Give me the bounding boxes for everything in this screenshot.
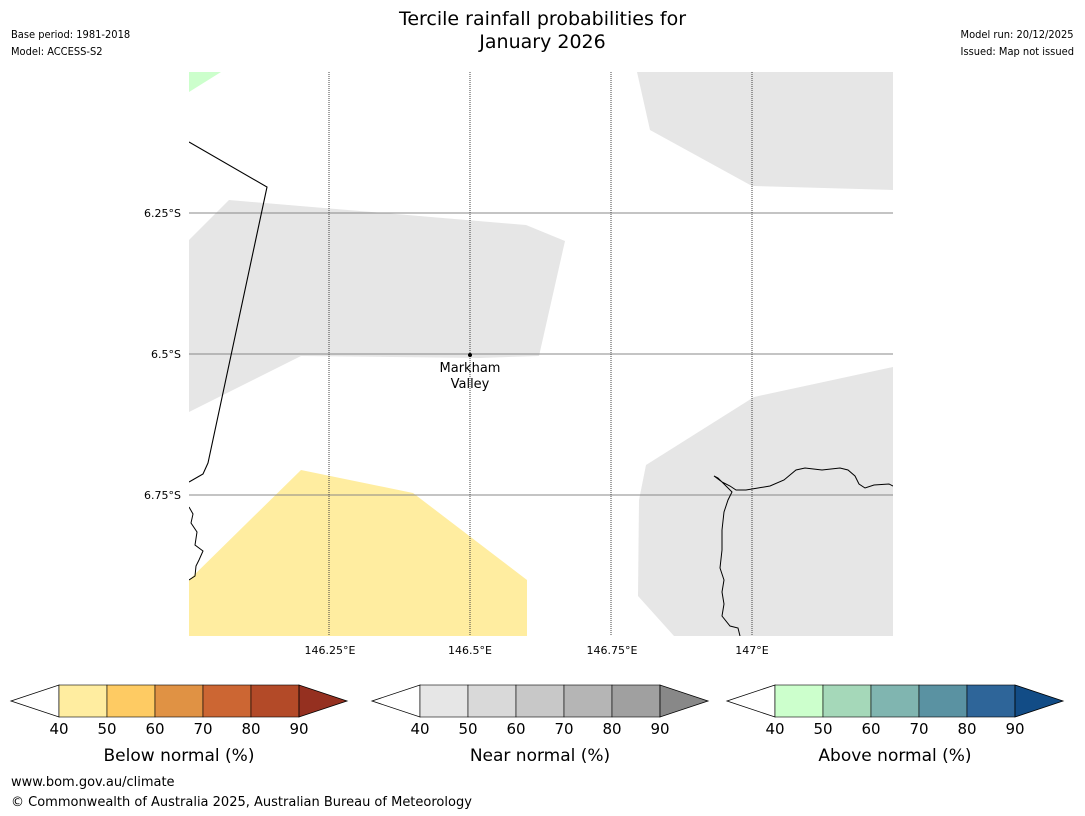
colorbar-caption: Near normal (%) bbox=[470, 746, 610, 766]
colorbar-tick-label: 40 bbox=[410, 720, 429, 738]
colorbar-tick-label: 50 bbox=[97, 720, 116, 738]
colorbar-segment bbox=[154, 684, 204, 718]
lat-label-6-5: 6.5°S bbox=[151, 348, 181, 361]
colorbar-near: 40 50 60 70 80 90 Near normal (%) bbox=[370, 684, 710, 766]
colorbar-segment bbox=[202, 684, 252, 718]
colorbar-low-arrow bbox=[370, 684, 421, 718]
colorbar-segment bbox=[870, 684, 920, 718]
colorbar-segment bbox=[822, 684, 872, 718]
colorbar-segment bbox=[419, 684, 469, 718]
lat-label-6-75: 6.75°S bbox=[144, 489, 181, 502]
colorbar-tick-label: 70 bbox=[554, 720, 573, 738]
issued-text: Issued: Map not issued bbox=[960, 45, 1074, 58]
colorbar-above: 40 50 60 70 80 90 Above normal (%) bbox=[725, 684, 1065, 766]
location-label-line2: Valley bbox=[451, 377, 490, 392]
colorbar-tick-label: 40 bbox=[49, 720, 68, 738]
colorbar-legends: 40 50 60 70 80 90 Below normal (%) 40 50 60 70 80 90… bbox=[9, 684, 1065, 766]
colorbar-segment bbox=[966, 684, 1016, 718]
coastline-southeast bbox=[713, 467, 893, 636]
colorbar-tick-label: 40 bbox=[765, 720, 784, 738]
base-period-text: Base period: 1981-2018 bbox=[11, 28, 131, 41]
colorbar-segment bbox=[774, 684, 824, 718]
colorbar-tick-label: 50 bbox=[813, 720, 832, 738]
colorbar-tick-label: 60 bbox=[145, 720, 164, 738]
above-normal-region bbox=[189, 72, 221, 92]
colorbar-caption: Below normal (%) bbox=[104, 746, 255, 766]
colorbar-below: 40 50 60 70 80 90 Below normal (%) bbox=[9, 684, 349, 766]
colorbar-low-arrow bbox=[9, 684, 60, 718]
map-title: Tercile rainfall probabilities for Janua… bbox=[0, 8, 1085, 54]
colorbar-segment bbox=[563, 684, 613, 718]
lon-label-146-5: 146.5°E bbox=[448, 644, 492, 657]
colorbar-tick-label: 70 bbox=[909, 720, 928, 738]
colorbar-high-arrow bbox=[659, 684, 710, 718]
colorbar-tick-label: 90 bbox=[650, 720, 669, 738]
colorbar-segment bbox=[106, 684, 156, 718]
colorbar-tick-label: 60 bbox=[861, 720, 880, 738]
footer-copyright: © Commonwealth of Australia 2025, Austra… bbox=[11, 795, 472, 810]
map-area bbox=[189, 72, 893, 636]
near-normal-region-southeast bbox=[638, 367, 893, 636]
near-normal-region-northeast bbox=[637, 72, 893, 190]
colorbar-segment bbox=[611, 684, 661, 718]
colorbar-tick-label: 60 bbox=[506, 720, 525, 738]
latitude-gridlines bbox=[189, 212, 893, 496]
colorbar-tick-label: 90 bbox=[289, 720, 308, 738]
colorbar-high-arrow bbox=[298, 684, 349, 718]
province-boundary-line bbox=[189, 141, 268, 483]
colorbar-tick-label: 80 bbox=[602, 720, 621, 738]
header-right: Model run: 20/12/2025 Issued: Map not is… bbox=[961, 26, 1074, 60]
markham-valley-marker bbox=[468, 353, 472, 357]
colorbar-segment bbox=[58, 684, 108, 718]
colorbar-segment bbox=[467, 684, 517, 718]
colorbar-tick-label: 80 bbox=[241, 720, 260, 738]
colorbar-segment bbox=[918, 684, 968, 718]
below-normal-region bbox=[189, 470, 527, 636]
header-left: Base period: 1981-2018 Model: ACCESS-S2 bbox=[11, 26, 130, 60]
colorbar-caption: Above normal (%) bbox=[818, 746, 971, 766]
map-title-line2: January 2026 bbox=[479, 31, 606, 53]
near-normal-region-west bbox=[189, 200, 565, 412]
lat-label-6-25: 6.25°S bbox=[144, 207, 181, 220]
colorbar-segment bbox=[250, 684, 300, 718]
colorbar-tick-label: 90 bbox=[1005, 720, 1024, 738]
model-run-text: Model run: 20/12/2025 bbox=[960, 28, 1074, 41]
location-label-line1: Markham bbox=[440, 361, 501, 376]
map-title-line1: Tercile rainfall probabilities for bbox=[398, 8, 687, 30]
lon-label-146-75: 146.75°E bbox=[587, 644, 638, 657]
lon-label-147: 147°E bbox=[735, 644, 768, 657]
coastline-west bbox=[189, 506, 204, 581]
colorbar-tick-label: 80 bbox=[957, 720, 976, 738]
colorbar-low-arrow bbox=[725, 684, 776, 718]
lon-label-146-25: 146.25°E bbox=[305, 644, 356, 657]
model-text: Model: ACCESS-S2 bbox=[11, 45, 103, 58]
colorbar-tick-label: 50 bbox=[458, 720, 477, 738]
footer-url: www.bom.gov.au/climate bbox=[11, 775, 175, 790]
colorbar-high-arrow bbox=[1014, 684, 1065, 718]
colorbar-tick-label: 70 bbox=[193, 720, 212, 738]
colorbar-segment bbox=[515, 684, 565, 718]
